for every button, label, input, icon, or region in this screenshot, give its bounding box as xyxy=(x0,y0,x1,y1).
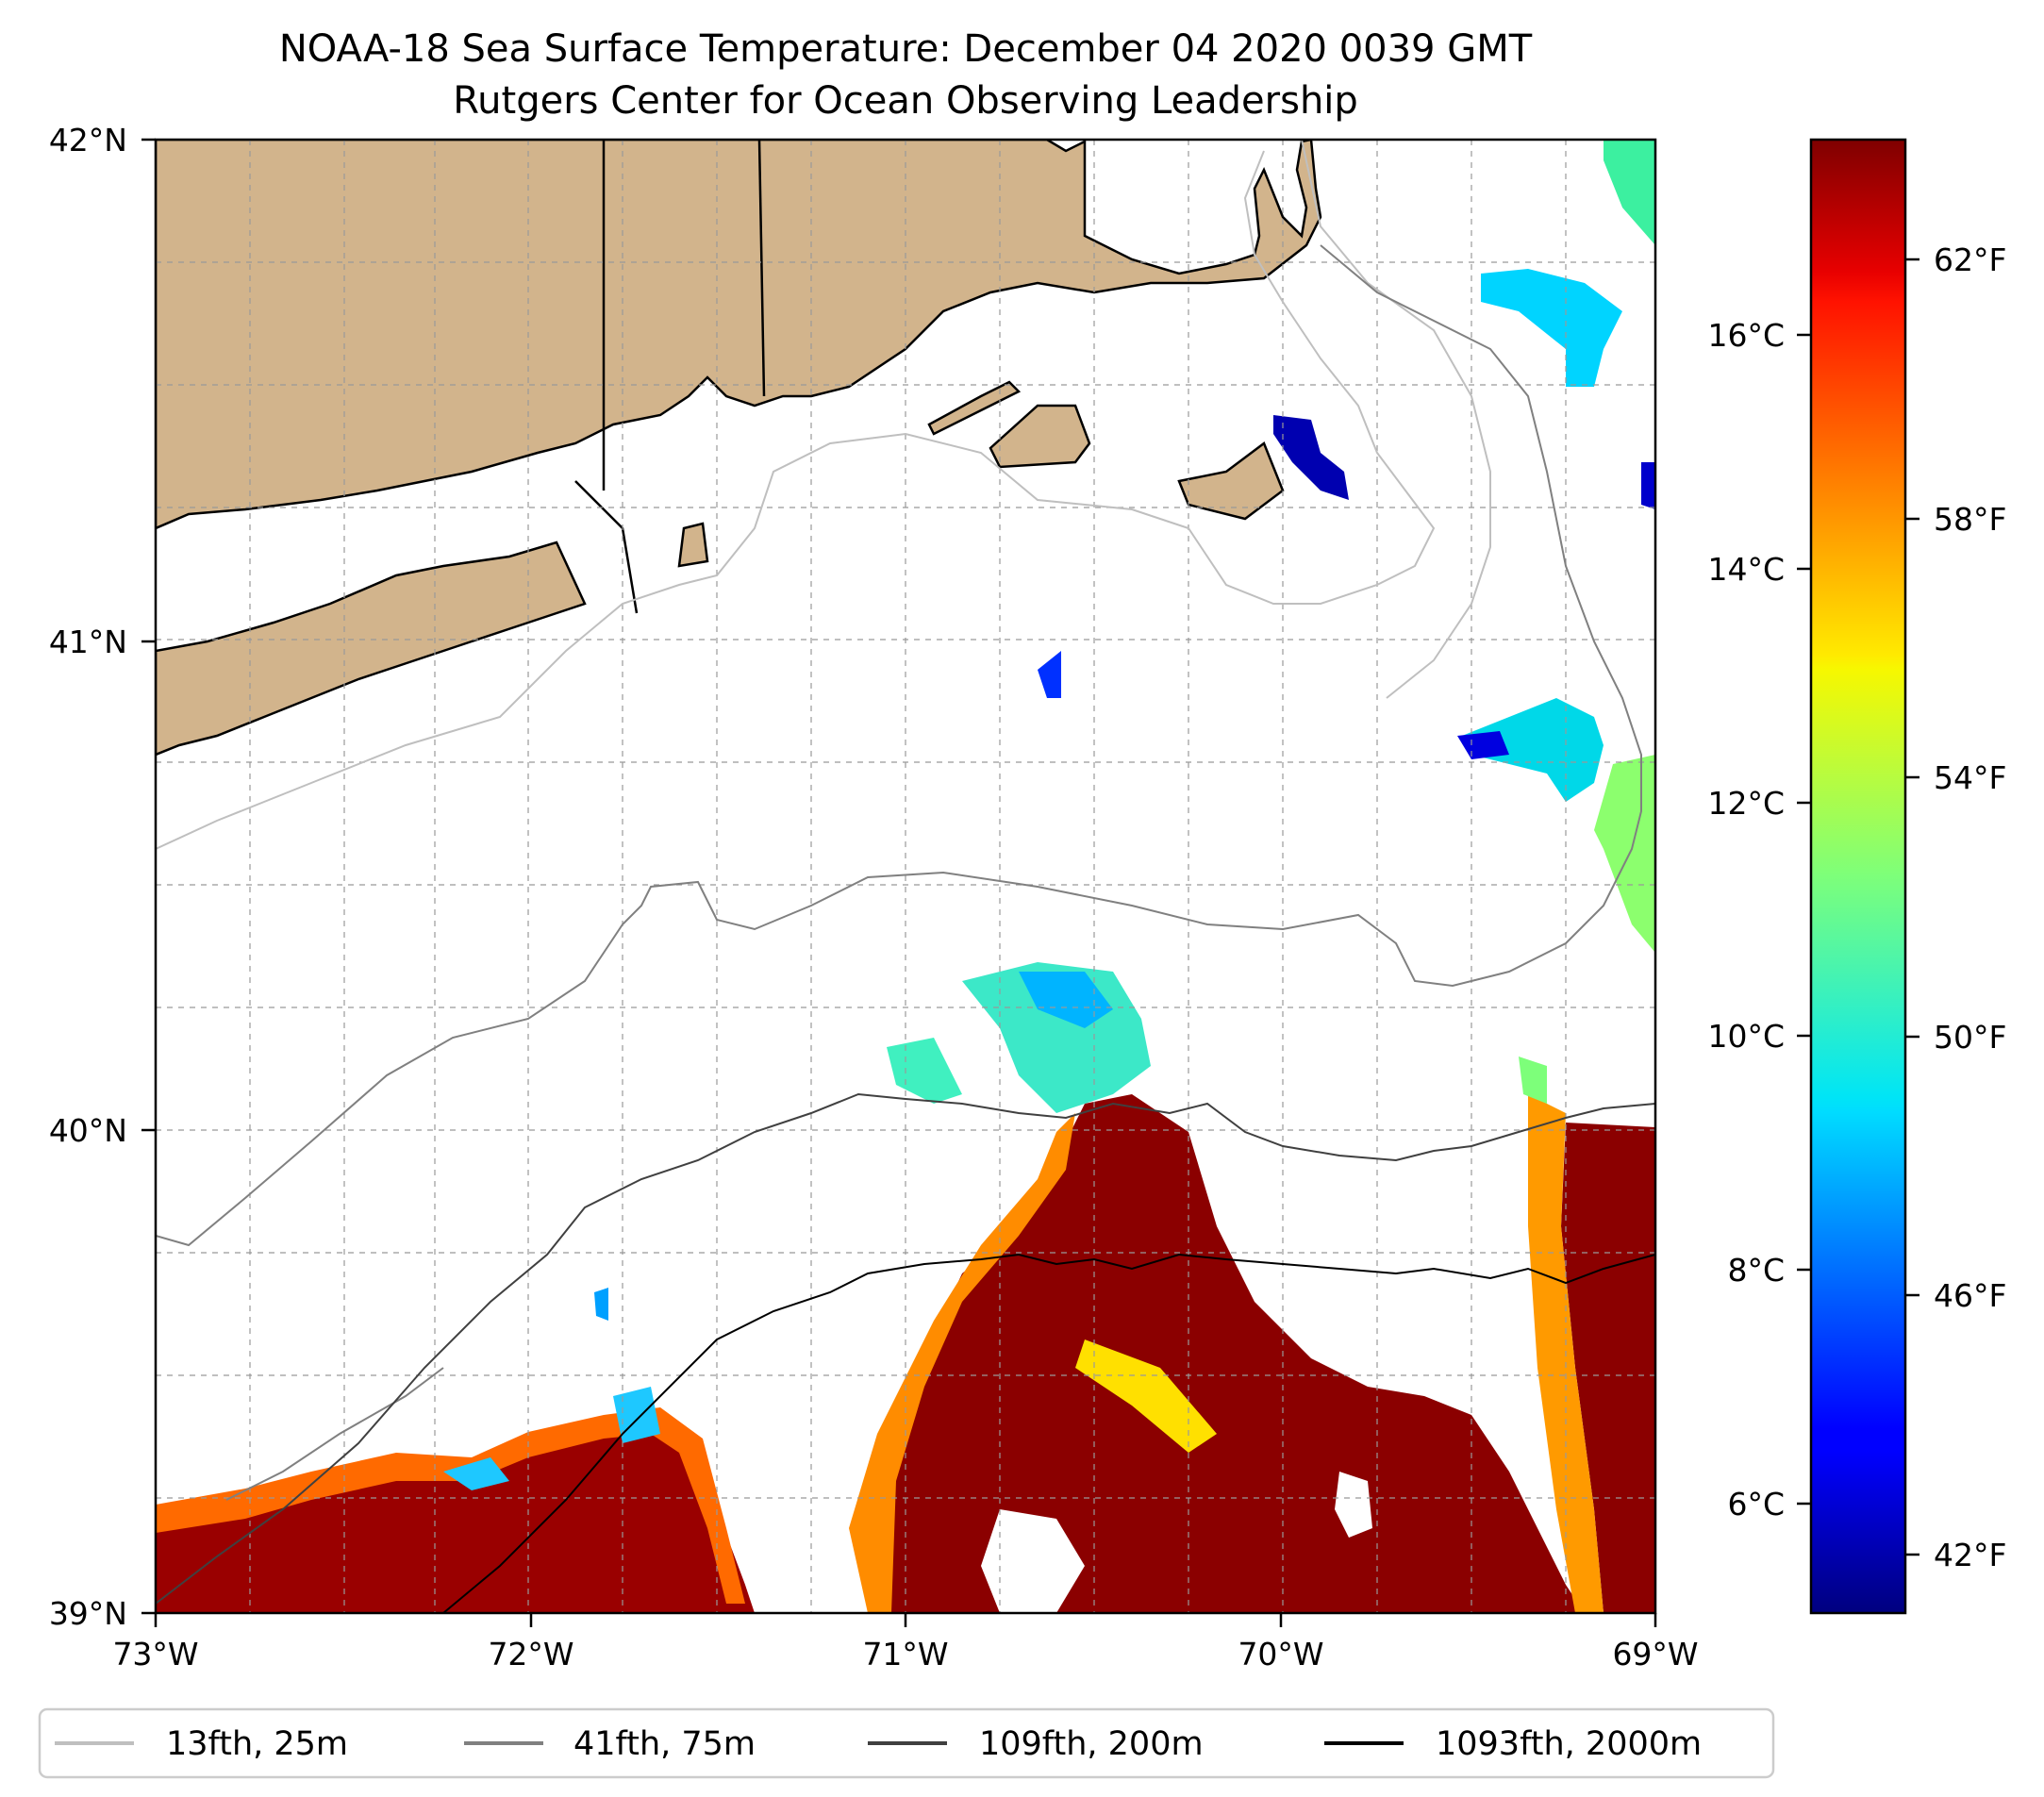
colorbar: 16°C 14°C 12°C 10°C 8°C 6°C 62°F 58°F 54… xyxy=(1707,138,2006,1615)
celsius-label-8: 8°C xyxy=(1727,1252,1785,1289)
legend-label-25m: 13fth, 25m xyxy=(166,1725,348,1763)
land-block-island xyxy=(677,522,709,568)
fahrenheit-label-42: 42°F xyxy=(1934,1537,2006,1573)
lat-tick-marks xyxy=(141,138,156,1615)
land-connecticut-rhode-island-mass xyxy=(156,140,1322,530)
legend-label-200m: 109fth, 200m xyxy=(979,1725,1204,1763)
sst-patch-ne-1 xyxy=(1481,269,1622,387)
sst-patch-southwest xyxy=(156,1415,755,1613)
land-long-island xyxy=(156,541,587,757)
fahrenheit-label-50: 50°F xyxy=(1934,1019,2006,1056)
land-layer xyxy=(156,140,1322,757)
fahrenheit-label-62: 62°F xyxy=(1934,241,2006,278)
sst-patch-central xyxy=(868,1094,1585,1613)
sst-speck-nantucket xyxy=(1273,415,1349,500)
map-area xyxy=(156,140,1655,1613)
sst-patch-e-edge xyxy=(1594,755,1655,953)
lon-tick-marks xyxy=(154,1613,1657,1627)
isobaths xyxy=(156,140,1655,1613)
colorbar-celsius-labels: 16°C 14°C 12°C 10°C 8°C 6°C xyxy=(1707,317,1785,1522)
colorbar-fahrenheit-labels: 62°F 58°F 54°F 50°F 46°F 42°F xyxy=(1934,241,2006,1573)
celsius-label-16: 16°C xyxy=(1707,317,1785,354)
lat-tick-40: 40°N xyxy=(49,1112,127,1149)
land-marthas-vineyard xyxy=(989,404,1091,469)
sst-patch-east xyxy=(1561,1123,1655,1613)
sst-patch-e-mid xyxy=(1462,698,1604,802)
sst-speck-south xyxy=(594,1288,608,1321)
colorbar-fahrenheit-ticks xyxy=(1905,258,1919,1556)
sst-patch-central-edge xyxy=(849,1113,1075,1613)
colorbar-gradient xyxy=(1809,138,1907,1615)
isobath-25m xyxy=(156,150,1436,850)
land-elizabeth-islands xyxy=(927,380,1022,436)
isobath-75m xyxy=(156,244,1642,1247)
celsius-label-6: 6°C xyxy=(1727,1486,1785,1522)
isobath-75m-south xyxy=(225,1367,444,1501)
sst-patch-cool-west xyxy=(887,1038,962,1104)
legend-label-2000m: 1093fth, 2000m xyxy=(1436,1725,1702,1763)
gridlines xyxy=(156,140,1655,1613)
isobath-2000m xyxy=(442,1253,1655,1613)
sst-patch-e-mid-blue xyxy=(1457,731,1509,759)
sst-patch-southwest-edge xyxy=(156,1407,745,1604)
legend-label-75m: 41fth, 75m xyxy=(573,1725,756,1763)
isobath-25m-b xyxy=(1301,140,1491,699)
fahrenheit-label-58: 58°F xyxy=(1934,501,2006,538)
celsius-label-10: 10°C xyxy=(1707,1018,1785,1055)
sst-hole-1 xyxy=(981,1509,1085,1613)
sst-patch-ne-2 xyxy=(1604,140,1655,245)
sst-patch-yellow-band xyxy=(1075,1339,1217,1453)
lat-tick-42: 42°N xyxy=(49,122,127,158)
map-title-line2: Rutgers Center for Ocean Observing Leade… xyxy=(453,79,1358,123)
lat-tick-39: 39°N xyxy=(49,1595,127,1632)
lon-tick-69: 69°W xyxy=(1612,1636,1698,1672)
lon-tick-73: 73°W xyxy=(112,1636,198,1672)
lat-tick-41: 41°N xyxy=(49,624,127,660)
colorbar-celsius-ticks xyxy=(1797,333,1811,1506)
fahrenheit-label-54: 54°F xyxy=(1934,759,2006,796)
lon-tick-70: 70°W xyxy=(1238,1636,1323,1672)
sst-patch-east-green xyxy=(1519,1057,1547,1104)
sst-patch-central-cool2 xyxy=(1019,972,1113,1028)
celsius-label-14: 14°C xyxy=(1707,551,1785,588)
celsius-label-12: 12°C xyxy=(1707,785,1785,822)
fahrenheit-label-46: 46°F xyxy=(1934,1277,2006,1314)
isobath-200m xyxy=(156,1092,1655,1605)
lon-axis: 73°W 72°W 71°W 70°W 69°W xyxy=(112,1636,1698,1672)
lon-tick-72: 72°W xyxy=(488,1636,573,1672)
sst-patch-ne-3 xyxy=(1641,462,1655,509)
isobath-legend: 13fth, 25m 41fth, 75m 109fth, 200m 1093f… xyxy=(38,1707,1775,1779)
lat-axis: 42°N 41°N 40°N 39°N xyxy=(49,122,127,1632)
sst-patch-southwest-blue xyxy=(443,1387,660,1490)
map-title-line1: NOAA-18 Sea Surface Temperature: Decembe… xyxy=(279,27,1533,71)
sst-hole-2 xyxy=(1335,1472,1372,1538)
sst-speck-mid xyxy=(1038,651,1061,698)
lon-tick-71: 71°W xyxy=(862,1636,948,1672)
